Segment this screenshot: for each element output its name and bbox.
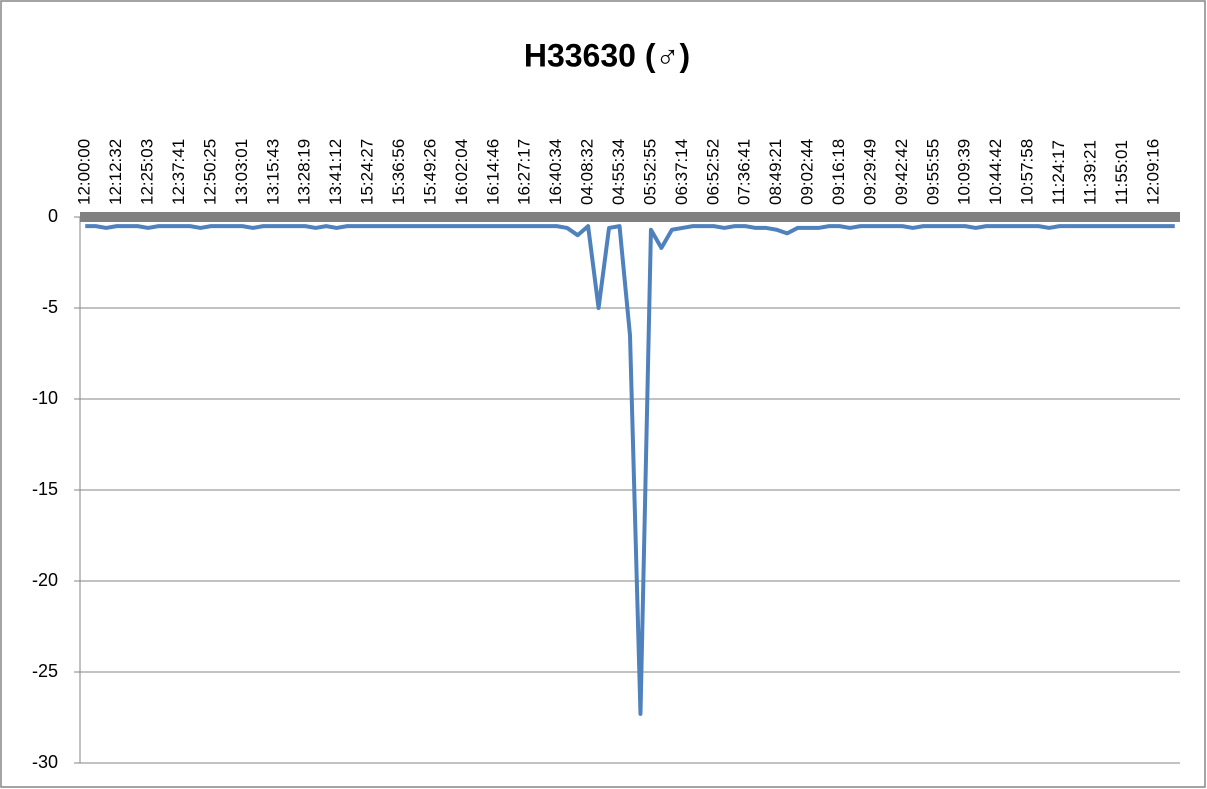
grid: 0 -5 -10 -15 -20 -25 -30 12:00:00 12:12:32 12:25:…	[32, 139, 1180, 772]
x-tick-label: 11:24:17	[1049, 140, 1068, 205]
x-tick-label: 15:24:27	[358, 139, 377, 205]
x-tick-label: 12:37:41	[169, 139, 188, 205]
y-tick-label: -25	[32, 661, 58, 681]
x-tick-label: 13:28:19	[295, 139, 314, 205]
y-tick-label: -5	[42, 297, 58, 317]
x-tick-label: 08:49:21	[766, 139, 785, 205]
y-tick-label: 0	[48, 206, 58, 226]
x-tick-label: 16:40:34	[546, 139, 565, 205]
x-tick-label: 16:02:04	[452, 139, 471, 205]
x-tick-label: 09:29:49	[860, 139, 879, 205]
x-tick-label: 11:55:01	[1112, 140, 1131, 205]
y-tick-label: -20	[32, 570, 58, 590]
x-tick-label: 12:00:00	[75, 139, 94, 205]
y-tick-label: -10	[32, 388, 58, 408]
x-tick-label: 13:41:12	[326, 139, 345, 205]
x-tick-label: 07:36:41	[735, 139, 754, 205]
x-tick-label: 12:09:16	[1143, 139, 1162, 205]
x-tick-label: 16:27:17	[515, 139, 534, 205]
data-line	[85, 224, 1175, 716]
y-tick-label: -30	[32, 752, 58, 772]
x-tick-label: 04:08:32	[578, 139, 597, 205]
x-tick-label: 09:55:55	[923, 139, 942, 205]
x-tick-label: 13:03:01	[232, 139, 251, 205]
x-tick-label: 16:14:46	[483, 139, 502, 205]
x-tick-label: 12:50:25	[200, 139, 219, 205]
x-tick-label: 13:15:43	[263, 139, 282, 205]
x-tick-label: 11:39:21	[1080, 140, 1099, 205]
x-tick-label: 09:02:44	[798, 139, 817, 205]
x-tick-label: 10:57:58	[1018, 139, 1037, 205]
x-tick-label: 04:55:34	[609, 139, 628, 205]
x-tick-label: 15:49:26	[420, 139, 439, 205]
x-tick-label: 15:36:56	[389, 139, 408, 205]
chart-title: H33630 (♂)	[524, 37, 690, 73]
x-tick-label: 12:25:03	[138, 139, 157, 205]
x-tick-label: 06:37:14	[672, 139, 691, 205]
y-tick-label: -15	[32, 479, 58, 499]
x-tick-label: 10:44:42	[986, 139, 1005, 205]
x-tick-label: 06:52:52	[703, 139, 722, 205]
plot	[85, 224, 1175, 716]
x-tick-label: 12:12:32	[106, 139, 125, 205]
x-tick-label: 09:42:42	[892, 139, 911, 205]
x-tick-label: 10:09:39	[955, 139, 974, 205]
x-tick-label: 09:16:18	[829, 139, 848, 205]
x-tick-label: 05:52:55	[640, 139, 659, 205]
